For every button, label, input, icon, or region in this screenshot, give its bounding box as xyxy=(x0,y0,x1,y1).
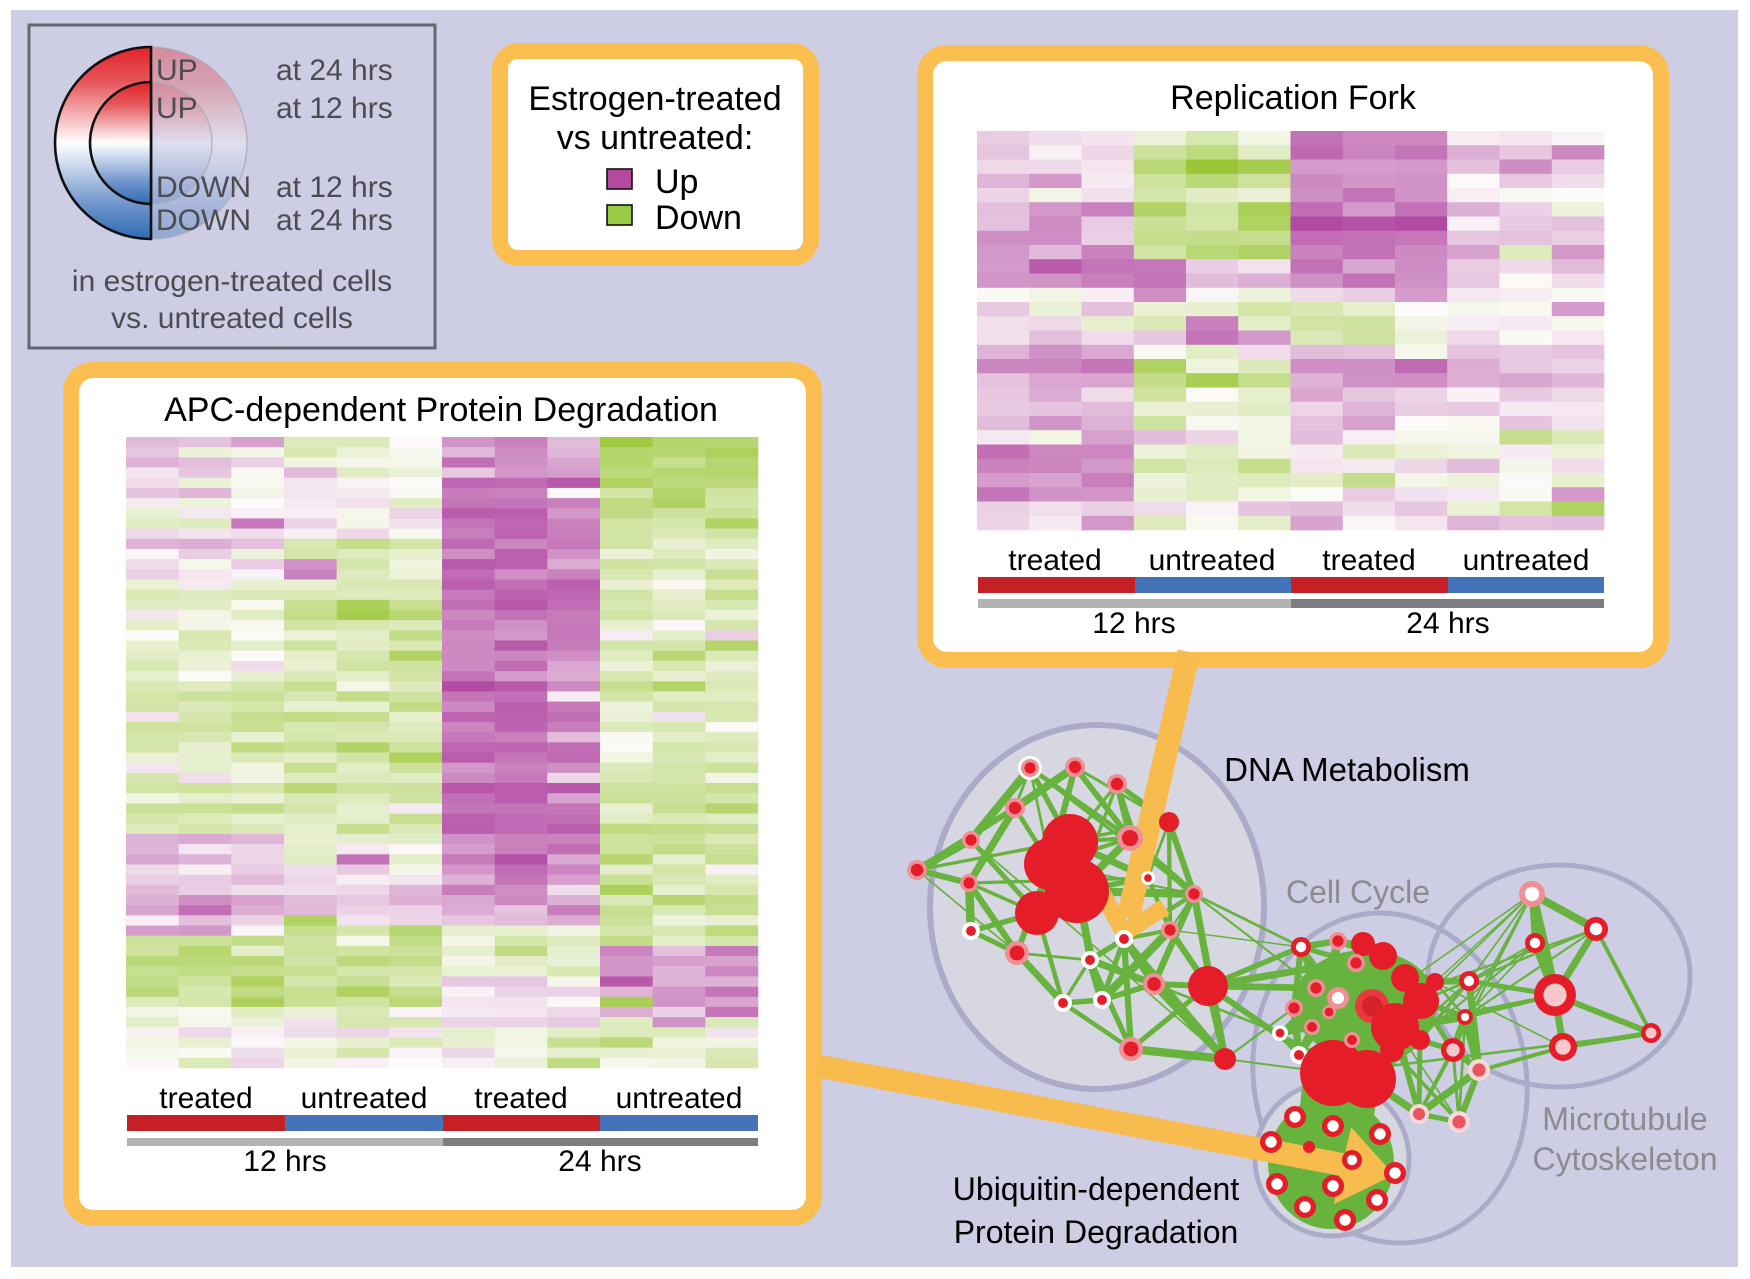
svg-text:treated: treated xyxy=(1322,544,1415,577)
svg-text:Protein Degradation: Protein Degradation xyxy=(954,1214,1239,1250)
svg-text:Cell Cycle: Cell Cycle xyxy=(1286,874,1430,910)
svg-text:vs. untreated cells: vs. untreated cells xyxy=(111,302,353,335)
svg-text:treated: treated xyxy=(474,1082,567,1115)
svg-text:DOWN: DOWN xyxy=(156,171,251,204)
svg-text:untreated: untreated xyxy=(301,1082,428,1115)
svg-text:at 24 hrs: at 24 hrs xyxy=(276,204,393,237)
svg-text:vs untreated:: vs untreated: xyxy=(557,119,754,157)
svg-text:12 hrs: 12 hrs xyxy=(1092,607,1175,640)
svg-text:24 hrs: 24 hrs xyxy=(1406,607,1489,640)
svg-text:untreated: untreated xyxy=(1149,544,1276,577)
svg-text:DOWN: DOWN xyxy=(156,204,251,237)
svg-text:Replication Fork: Replication Fork xyxy=(1170,79,1417,117)
svg-text:untreated: untreated xyxy=(1463,544,1590,577)
svg-text:12 hrs: 12 hrs xyxy=(243,1145,326,1178)
svg-text:treated: treated xyxy=(159,1082,252,1115)
svg-text:UP: UP xyxy=(156,92,198,125)
svg-text:Estrogen-treated: Estrogen-treated xyxy=(528,80,781,118)
svg-text:Ubiquitin-dependent: Ubiquitin-dependent xyxy=(953,1171,1240,1207)
svg-text:at 12 hrs: at 12 hrs xyxy=(276,92,393,125)
svg-text:Cytoskeleton: Cytoskeleton xyxy=(1533,1141,1718,1177)
svg-text:DNA Metabolism: DNA Metabolism xyxy=(1224,751,1470,788)
svg-text:Up: Up xyxy=(655,163,698,201)
svg-text:Microtubule: Microtubule xyxy=(1542,1101,1707,1137)
svg-text:at 24 hrs: at 24 hrs xyxy=(276,54,393,87)
svg-text:24 hrs: 24 hrs xyxy=(558,1145,641,1178)
svg-text:untreated: untreated xyxy=(616,1082,743,1115)
svg-text:at 12 hrs: at 12 hrs xyxy=(276,171,393,204)
svg-text:UP: UP xyxy=(156,54,198,87)
svg-text:in estrogen-treated cells: in estrogen-treated cells xyxy=(72,265,392,298)
svg-text:Down: Down xyxy=(655,199,742,237)
svg-text:APC-dependent Protein Degradat: APC-dependent Protein Degradation xyxy=(164,391,718,429)
svg-text:treated: treated xyxy=(1008,544,1101,577)
